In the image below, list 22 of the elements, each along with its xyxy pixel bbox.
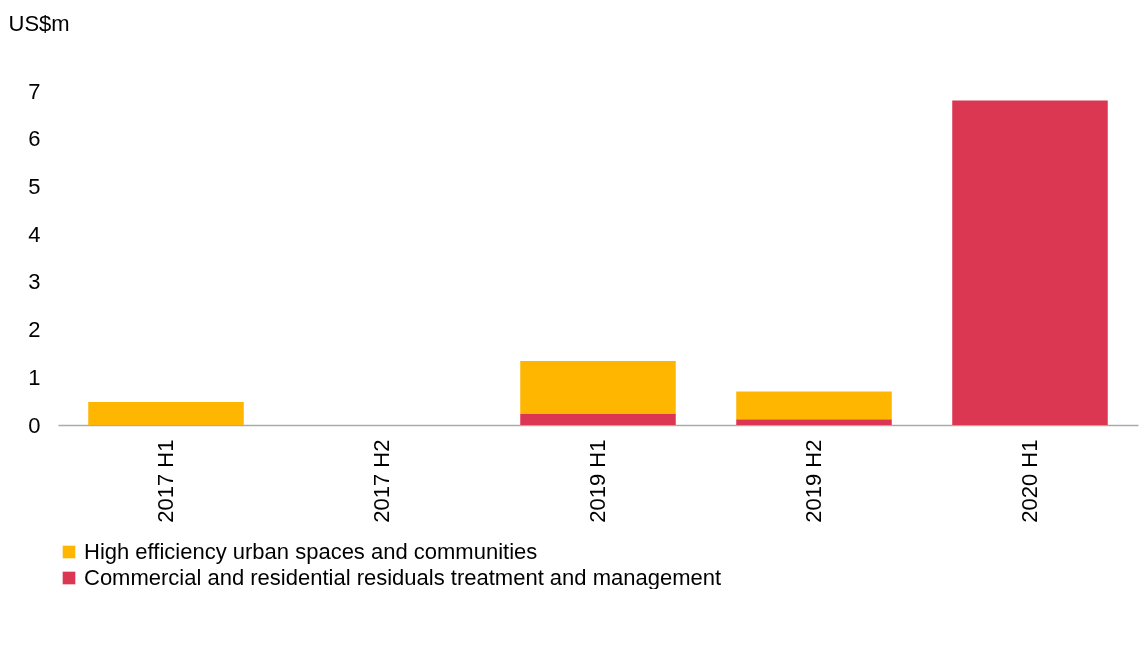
- bar: [952, 100, 1108, 425]
- x-tick-label: 2019 H1: [585, 439, 610, 523]
- y-axis-title: US$m: [8, 10, 70, 36]
- x-tick-label: 2020 H1: [1017, 439, 1042, 523]
- x-tick-label: 2019 H2: [801, 439, 826, 523]
- legend-label: Commercial and residential residuals treatment and management: [84, 565, 722, 590]
- bar: [736, 391, 892, 420]
- y-tick-label: 3: [28, 269, 41, 295]
- bar: [520, 413, 676, 425]
- y-tick-label: 2: [28, 317, 41, 343]
- x-tick-label: 2017 H2: [369, 439, 394, 523]
- bar: [520, 361, 676, 414]
- bar: [736, 419, 892, 425]
- y-tick-label: 5: [28, 173, 41, 199]
- y-tick-label: 6: [28, 126, 41, 152]
- legend-label: High efficiency urban spaces and communities: [84, 539, 538, 564]
- y-tick-label: 4: [28, 221, 41, 247]
- bar: [88, 402, 244, 425]
- x-tick-label: 2017 H1: [153, 439, 178, 523]
- y-tick-label: 7: [28, 78, 41, 104]
- y-tick-label: 0: [28, 412, 41, 438]
- y-tick-label: 1: [28, 364, 41, 390]
